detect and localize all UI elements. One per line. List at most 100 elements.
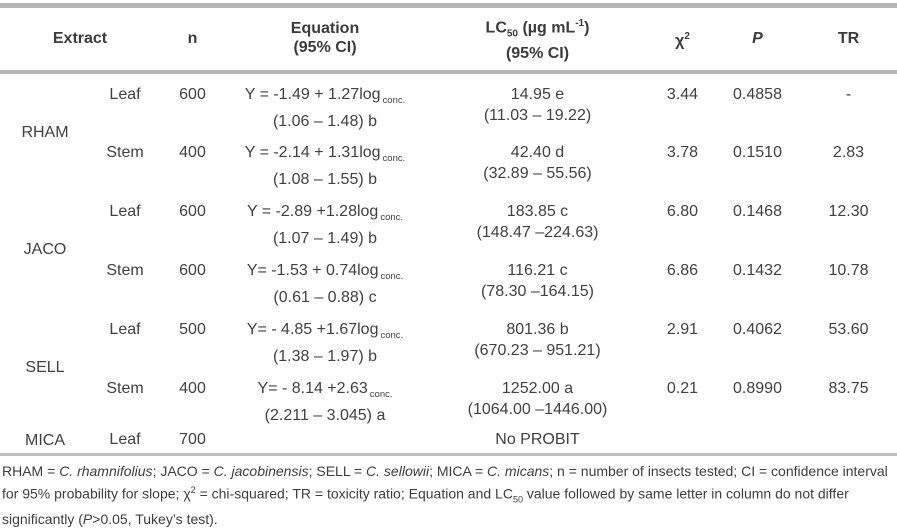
plant-part: Stem bbox=[106, 143, 144, 161]
chi2-value: 6.86 bbox=[666, 261, 699, 279]
chi-exponent: 2 bbox=[684, 30, 690, 42]
lc50-value: 801.36 b bbox=[506, 320, 569, 338]
equation-header-line2: (95% CI) bbox=[293, 39, 357, 57]
table-row-mica-leaf: MICA Leaf 700 No PROBIT bbox=[0, 427, 897, 455]
table-body: RHAM Leaf 600 Y = -1.49 + 1.27log conc. (1… bbox=[0, 72, 897, 455]
chi-symbol: χ bbox=[675, 31, 685, 49]
lc50-units: (µg mL bbox=[518, 19, 576, 37]
header-row: Extract n Equation (95% CI) LC50 (µg mL-… bbox=[0, 6, 897, 72]
plant-part: Leaf bbox=[109, 202, 141, 220]
col-header-extract: Extract bbox=[52, 29, 108, 47]
p-value: 0.1432 bbox=[733, 261, 782, 279]
p-label: P bbox=[752, 29, 763, 47]
lc50-ci: (32.89 – 55.56) bbox=[483, 164, 592, 182]
n-value: 400 bbox=[179, 379, 206, 397]
plant-part: Leaf bbox=[109, 430, 141, 448]
lc50-value: 116.21 c bbox=[507, 261, 568, 279]
extract-group-sell: SELL bbox=[25, 359, 65, 377]
chi2-value: 6.80 bbox=[666, 202, 699, 220]
lc50-cell: 42.40 d (32.89 – 55.56) bbox=[425, 132, 650, 191]
col-header-tr: TR bbox=[837, 29, 860, 47]
tr-value: 53.60 bbox=[828, 320, 869, 338]
lc50-value: 14.95 e bbox=[510, 85, 565, 103]
n-value: 700 bbox=[179, 430, 206, 448]
lc50-value: 42.40 d bbox=[510, 143, 565, 161]
col-header-n: n bbox=[187, 29, 198, 47]
table-row-sell-stem: Stem 400 Y= - 8.14 +2.63 conc. (2.211 – 3.… bbox=[0, 368, 897, 427]
tr-value: - bbox=[845, 85, 852, 103]
equation-subscript: conc. bbox=[380, 270, 404, 282]
equation-subscript: conc. bbox=[380, 211, 404, 223]
lc50-units-exponent: -1 bbox=[575, 18, 585, 29]
equation-header-line1: Equation bbox=[290, 20, 360, 38]
lc50-cell: 183.85 c (148.47 –224.63) bbox=[425, 191, 650, 250]
equation-ci: (1.38 – 1.97) b bbox=[272, 347, 378, 365]
equation-cell-empty bbox=[225, 427, 425, 455]
chi2-value: 0.21 bbox=[666, 379, 699, 397]
equation-subscript: conc. bbox=[380, 329, 404, 341]
tr-value: 10.78 bbox=[828, 261, 869, 279]
extract-group-jaco: JACO bbox=[23, 241, 67, 259]
plant-part: Stem bbox=[106, 261, 144, 279]
chi2-value-empty bbox=[650, 427, 715, 455]
tr-value-empty bbox=[800, 427, 897, 455]
plant-part: Leaf bbox=[109, 320, 141, 338]
lc50-value: 1252.00 a bbox=[501, 379, 574, 397]
equation-subscript: conc. bbox=[382, 152, 406, 164]
equation-ci: (0.61 – 0.88) c bbox=[273, 288, 377, 306]
lc50-cell: 1252.00 a (1064.00 –1446.00) bbox=[425, 368, 650, 427]
equation-text: Y = -1.49 + 1.27log bbox=[244, 85, 381, 103]
table-row-jaco-stem: Stem 600 Y= -1.53 + 0.74log conc. (0.61 – … bbox=[0, 250, 897, 309]
table-footnote: RHAM = C. rhamnifolius; JACO = C. jacobi… bbox=[0, 456, 897, 530]
equation-text: Y= - 4.85 +1.67log bbox=[246, 320, 379, 338]
lc50-header-line1: LC50 (µg mL-1) bbox=[425, 14, 650, 44]
lc50-ci: (148.47 –224.63) bbox=[476, 223, 599, 241]
col-header-equation: Equation (95% CI) bbox=[225, 6, 425, 72]
equation-ci: (1.07 – 1.49) b bbox=[272, 229, 378, 247]
n-value: 600 bbox=[179, 261, 206, 279]
p-value: 0.1468 bbox=[733, 202, 782, 220]
lc50-cell: 801.36 b (670.23 – 951.21) bbox=[425, 309, 650, 368]
tr-value: 83.75 bbox=[828, 379, 869, 397]
plant-part: Leaf bbox=[109, 85, 141, 103]
equation-cell: Y= - 4.85 +1.67log conc. (1.38 – 1.97) b bbox=[225, 309, 425, 368]
chi2-value: 3.44 bbox=[666, 85, 699, 103]
col-header-lc50: LC50 (µg mL-1) (95% CI) bbox=[425, 6, 650, 72]
col-header-p: P bbox=[715, 6, 800, 72]
tr-value: 12.30 bbox=[828, 202, 869, 220]
lc50-value: 183.85 c bbox=[506, 202, 569, 220]
lc50-ci: (670.23 – 951.21) bbox=[474, 341, 601, 359]
no-probit-cell: No PROBIT bbox=[495, 430, 580, 448]
table-row-jaco-leaf: JACO Leaf 600 Y = -2.89 +1.28log conc. (1.… bbox=[0, 191, 897, 259]
equation-ci: (1.06 – 1.48) b bbox=[272, 112, 378, 130]
lc50-label: LC bbox=[485, 19, 507, 37]
equation-text: Y= -1.53 + 0.74log bbox=[246, 261, 379, 279]
lc50-header-line2: (95% CI) bbox=[505, 44, 570, 62]
table-row-rham-stem: Stem 400 Y = -2.14 + 1.31log conc. (1.08 –… bbox=[0, 132, 897, 191]
n-value: 400 bbox=[179, 143, 206, 161]
equation-text: Y= - 8.14 +2.63 bbox=[257, 379, 368, 397]
p-value: 0.8990 bbox=[733, 379, 782, 397]
p-value: 0.4062 bbox=[733, 320, 782, 338]
p-value: 0.1510 bbox=[733, 143, 782, 161]
lc50-ci: (1064.00 –1446.00) bbox=[467, 400, 608, 418]
lc50-cell: 14.95 e (11.03 – 19.22) bbox=[425, 72, 650, 132]
lc50-ci: (78.30 –164.15) bbox=[481, 282, 594, 300]
equation-cell: Y = -2.14 + 1.31log conc. (1.08 – 1.55) b bbox=[225, 132, 425, 191]
p-value: 0.4858 bbox=[733, 85, 782, 103]
plant-part: Stem bbox=[106, 379, 144, 397]
lc50-units-close: ) bbox=[584, 19, 590, 37]
table-header: Extract n Equation (95% CI) LC50 (µg mL-… bbox=[0, 6, 897, 72]
extract-group-rham: RHAM bbox=[21, 123, 69, 141]
equation-cell: Y = -1.49 + 1.27log conc. (1.06 – 1.48) b bbox=[225, 72, 425, 132]
chi2-value: 2.91 bbox=[666, 320, 699, 338]
table-row-rham-leaf: RHAM Leaf 600 Y = -1.49 + 1.27log conc. (1… bbox=[0, 72, 897, 141]
tr-value: 2.83 bbox=[832, 143, 865, 161]
equation-subscript: conc. bbox=[369, 388, 393, 400]
chi2-value: 3.78 bbox=[666, 143, 699, 161]
equation-text: Y = -2.89 +1.28log bbox=[246, 202, 379, 220]
n-value: 500 bbox=[179, 320, 206, 338]
n-value: 600 bbox=[179, 85, 206, 103]
equation-cell: Y = -2.89 +1.28log conc. (1.07 – 1.49) b bbox=[225, 191, 425, 250]
